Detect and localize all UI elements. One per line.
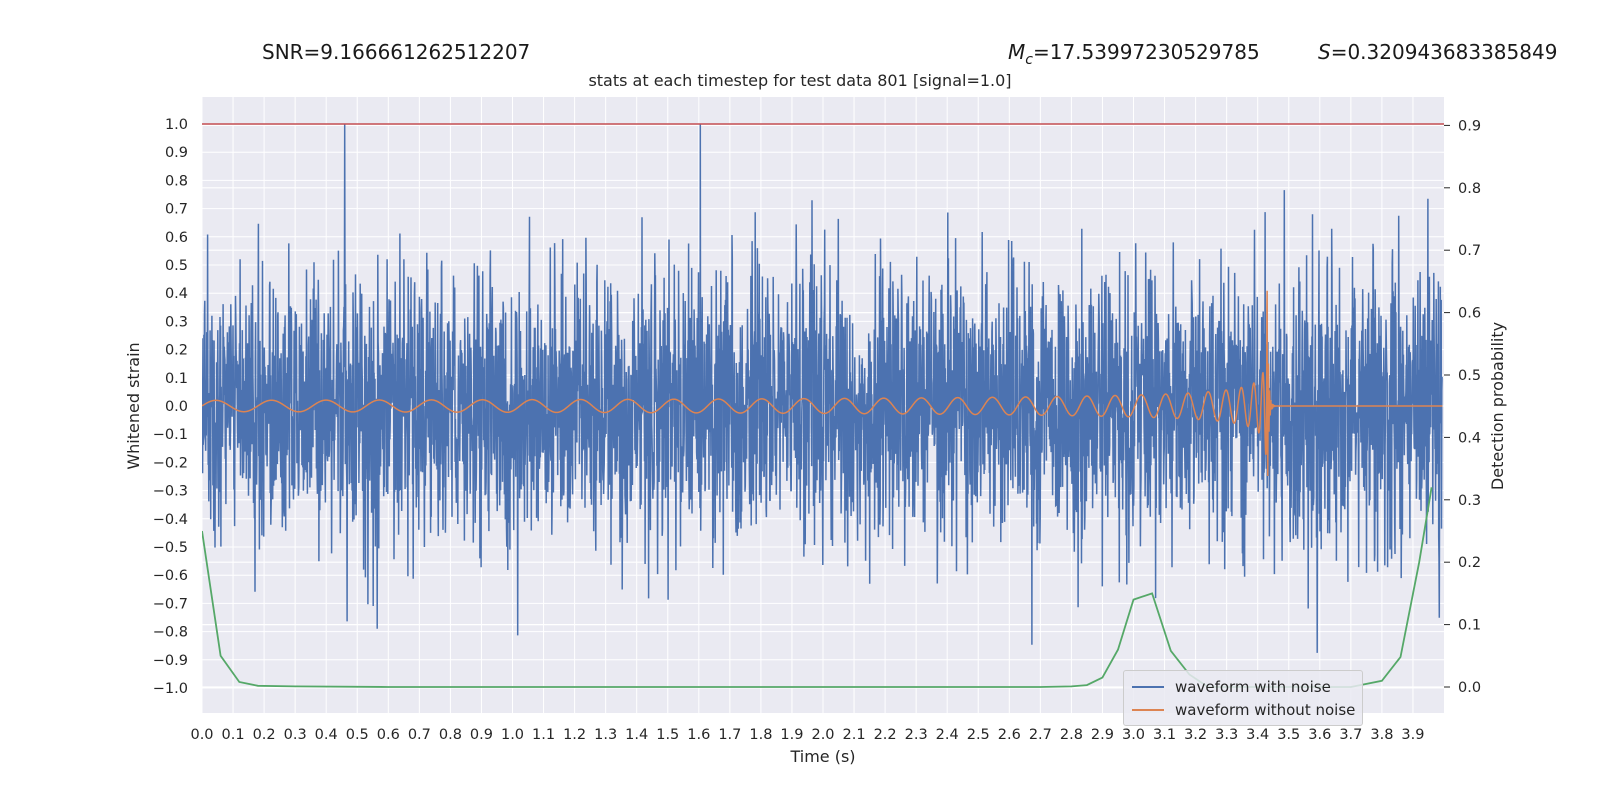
y2-tick-label: 0.0 [1458,680,1481,696]
y-tick-label: −0.4 [153,512,188,528]
legend: waveform with noise waveform without noi… [1123,670,1363,726]
y-tick-label: −1.0 [153,681,188,697]
signal-waveform-line [202,290,1443,476]
x-tick-label: 2.8 [1060,727,1083,743]
x-tick-label: 1.1 [532,727,555,743]
x-tick-label: 1.9 [780,727,803,743]
y-tick-label: 0.3 [165,314,188,330]
y2-tick-label: 0.8 [1458,181,1481,197]
x-tick-label: 0.6 [377,727,400,743]
chart-title: stats at each timestep for test data 801… [588,71,1012,90]
x-tick-label: 1.2 [563,727,586,743]
y-tick-label: 0.7 [165,202,188,218]
x-tick-label: 1.3 [594,727,617,743]
x-tick-label: 2.1 [843,727,866,743]
x-tick-label: 2.2 [874,727,897,743]
y-tick-label: 1.0 [165,117,188,133]
x-tick-label: 0.2 [253,727,276,743]
x-tick-label: 1.7 [718,727,741,743]
x-tick-label: 0.9 [470,727,493,743]
x-tick-label: 3.3 [1215,727,1238,743]
y-tick-label: 0.9 [165,145,188,161]
y-tick-label: 0.8 [165,173,188,189]
legend-swatch-noise [1132,686,1164,688]
y-tick-label: −0.9 [153,653,188,669]
x-tick-label: 0.3 [284,727,307,743]
y2-tick-label: 0.7 [1458,243,1481,259]
y-tick-label: −0.1 [153,427,188,443]
y-tick-label: −0.3 [153,484,188,500]
snr-stat: SNR=9.166661262512207 [262,40,531,64]
y2-tick-label: 0.1 [1458,618,1481,634]
x-tick-label: 2.9 [1091,727,1114,743]
y2-tick-label: 0.9 [1458,118,1481,134]
chirp-mass-symbol: M [1008,40,1026,64]
legend-swatch-signal [1132,709,1164,711]
spin-stat: S=0.320943683385849 [1318,40,1557,64]
chirp-mass-stat: Mc=17.53997230529785 [1008,40,1260,68]
x-tick-label: 2.5 [967,727,990,743]
spin-symbol: S [1318,40,1331,64]
x-tick-label: 0.5 [346,727,369,743]
x-tick-label: 2.6 [998,727,1021,743]
x-tick-label: 3.0 [1122,727,1145,743]
y-tick-label: 0.1 [165,371,188,387]
x-tick-label: 1.0 [501,727,524,743]
x-tick-label: 2.3 [905,727,928,743]
x-tick-label: 3.4 [1246,727,1269,743]
x-tick-label: 1.5 [656,727,679,743]
y-axis-label: Whitened strain [124,342,143,469]
x-tick-label: 1.6 [687,727,710,743]
y2-axis-label: Detection probability [1488,322,1507,490]
legend-item-noise: waveform with noise [1132,676,1331,698]
y-tick-label: −0.8 [153,625,188,641]
x-tick-label: 3.1 [1153,727,1176,743]
chirp-mass-value: =17.53997230529785 [1032,40,1260,64]
y2-tick-label: 0.2 [1458,555,1481,571]
x-tick-label: 2.0 [811,727,834,743]
x-tick-label: 0.0 [190,727,213,743]
y-tick-label: −0.2 [153,455,188,471]
x-tick-label: 0.4 [315,727,338,743]
y2-tick-label: 0.6 [1458,306,1481,322]
x-tick-label: 1.4 [625,727,648,743]
x-tick-label: 0.1 [222,727,245,743]
y2-tick-label: 0.3 [1458,493,1481,509]
legend-label-noise: waveform with noise [1175,678,1331,696]
chirp-mass-subscript: c [1025,52,1033,68]
x-tick-label: 3.5 [1277,727,1300,743]
x-tick-label: 2.4 [936,727,959,743]
y-tick-label: 0.2 [165,343,188,359]
x-tick-label: 2.7 [1029,727,1052,743]
y-tick-label: 0.4 [165,286,188,302]
y-tick-label: −0.5 [153,540,188,556]
y-tick-label: 0.0 [165,399,188,415]
y-tick-label: −0.6 [153,568,188,584]
x-tick-label: 3.2 [1184,727,1207,743]
x-tick-label: 3.6 [1308,727,1331,743]
y-tick-label: 0.5 [165,258,188,274]
y-tick-label: 0.6 [165,230,188,246]
x-tick-label: 3.9 [1401,727,1424,743]
x-tick-label: 1.8 [749,727,772,743]
y-tick-label: −0.7 [153,596,188,612]
x-tick-label: 3.7 [1339,727,1362,743]
x-tick-label: 0.7 [408,727,431,743]
noise-waveform-line [202,123,1443,653]
y2-tick-label: 0.5 [1458,368,1481,384]
x-tick-label: 0.8 [439,727,462,743]
y2-tick-label: 0.4 [1458,430,1481,446]
x-axis-label: Time (s) [789,747,855,766]
x-tick-label: 3.8 [1370,727,1393,743]
legend-label-signal: waveform without noise [1175,701,1356,719]
legend-item-signal: waveform without noise [1132,699,1355,721]
spin-value: =0.320943683385849 [1330,40,1558,64]
